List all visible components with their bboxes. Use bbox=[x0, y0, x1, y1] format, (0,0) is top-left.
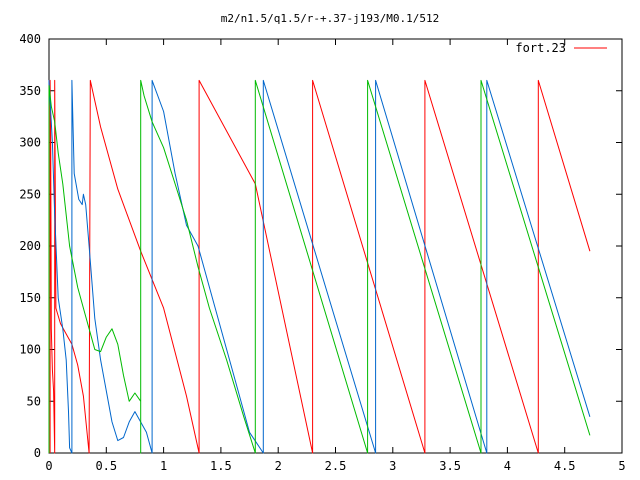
y-tick-label: 200 bbox=[19, 239, 41, 253]
x-tick-label: 5 bbox=[618, 459, 625, 473]
x-tick-label: 0.5 bbox=[95, 459, 117, 473]
x-tick-label: 3 bbox=[389, 459, 396, 473]
y-tick-label: 350 bbox=[19, 84, 41, 98]
y-tick-label: 100 bbox=[19, 343, 41, 357]
axes: 0 50 100 150 200 250 300 350 400 0 0.5 1 1.5 2 2.5 3 3.5… bbox=[19, 32, 625, 473]
series-line-3 bbox=[48, 79, 591, 454]
legend: fort.23 bbox=[515, 41, 607, 55]
x-tick-label: 1.5 bbox=[210, 459, 232, 473]
series-line-2 bbox=[48, 79, 591, 454]
y-tick-label: 400 bbox=[19, 32, 41, 46]
series-line-1 bbox=[49, 79, 591, 454]
y-tick-label: 150 bbox=[19, 291, 41, 305]
plot-frame bbox=[48, 38, 623, 454]
y-tick-label: 0 bbox=[34, 446, 41, 460]
plot-area bbox=[48, 79, 591, 454]
x-tick-label: 2 bbox=[275, 459, 282, 473]
y-tick-label: 50 bbox=[27, 394, 41, 408]
x-tick-label: 2.5 bbox=[325, 459, 347, 473]
y-tick-label: 250 bbox=[19, 187, 41, 201]
x-tick-label: 3.5 bbox=[439, 459, 461, 473]
x-tick-label: 4.5 bbox=[554, 459, 576, 473]
legend-label: fort.23 bbox=[515, 41, 566, 55]
chart-title: m2/n1.5/q1.5/r-+.37-j193/M0.1/512 bbox=[221, 12, 440, 25]
y-tick-label: 300 bbox=[19, 136, 41, 150]
x-tick-label: 1 bbox=[160, 459, 167, 473]
x-tick-label: 4 bbox=[504, 459, 511, 473]
x-tick-label: 0 bbox=[45, 459, 52, 473]
